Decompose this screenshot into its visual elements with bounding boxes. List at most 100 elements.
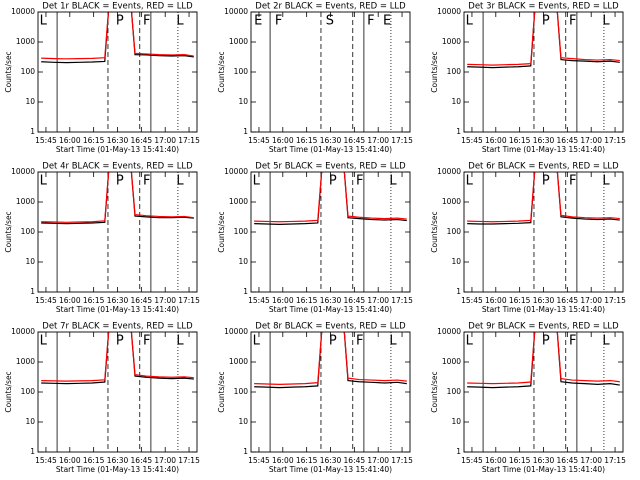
y-axis-label: Counts/sec	[4, 371, 13, 412]
series-line	[254, 332, 407, 385]
x-tick-label: 16:30	[107, 456, 129, 465]
annotation: L	[40, 14, 48, 29]
x-tick-label: 17:15	[391, 136, 413, 145]
x-tick-label: 17:15	[604, 296, 626, 305]
x-tick-label: 16:45	[344, 456, 366, 465]
y-tick-label: 10000	[11, 7, 35, 16]
annotation: L	[40, 174, 48, 189]
plot-frame	[37, 331, 198, 453]
y-tick-label: 10000	[11, 167, 35, 176]
x-tick-label: 15:45	[461, 136, 483, 145]
y-tick-label: 1	[456, 447, 461, 456]
y-tick-label: 10000	[224, 7, 248, 16]
y-tick-label: 100	[447, 227, 462, 236]
annotation: L	[602, 14, 610, 29]
x-axis-label: Start Time (01-May-13 15:41:40)	[269, 305, 392, 314]
annotation: P	[116, 14, 124, 29]
annotation: F	[143, 14, 150, 29]
annotation: E	[383, 14, 391, 29]
chart-title: Det 3r BLACK = Events, RED = LLD	[468, 2, 619, 12]
y-tick-label: 10	[25, 417, 35, 426]
x-tick-label: 16:15	[83, 296, 105, 305]
x-tick-label: 16:15	[83, 456, 105, 465]
y-tick-label: 10	[451, 257, 461, 266]
panel: Det 9r BLACK = Events, RED = LLD Start Ti…	[430, 322, 626, 475]
y-tick-label: 10	[25, 97, 35, 106]
annotation: P	[329, 334, 337, 349]
x-tick-label: 16:00	[59, 136, 81, 145]
x-tick-label: 16:00	[59, 296, 81, 305]
x-axis-label: Start Time (01-May-13 15:41:40)	[482, 145, 605, 154]
y-tick-label: 10	[451, 417, 461, 426]
x-axis-label: Start Time (01-May-13 15:41:40)	[482, 305, 605, 314]
x-tick-label: 16:30	[107, 296, 129, 305]
y-axis-label: Counts/sec	[4, 211, 13, 252]
y-tick-label: 1	[243, 287, 248, 296]
x-tick-label: 16:45	[557, 296, 579, 305]
plot-frame	[250, 331, 411, 453]
y-tick-label: 100	[447, 387, 462, 396]
y-tick-label: 10000	[437, 327, 461, 336]
annotation: L	[389, 174, 397, 189]
y-tick-label: 100	[234, 67, 249, 76]
plot-area	[41, 332, 194, 452]
chart-title: Det 1r BLACK = Events, RED = LLD	[42, 2, 193, 12]
annotation: P	[116, 174, 124, 189]
annotation: S	[326, 14, 334, 29]
annotation: L	[602, 174, 610, 189]
annotation: P	[542, 334, 550, 349]
series-line	[467, 332, 620, 385]
x-tick-label: 16:15	[296, 456, 318, 465]
annotation: L	[602, 334, 610, 349]
x-tick-label: 17:15	[391, 456, 413, 465]
annotation: L	[176, 174, 184, 189]
annotation: F	[569, 14, 576, 29]
x-tick-label: 16:00	[485, 456, 507, 465]
plot-frame	[463, 171, 624, 293]
x-tick-label: 16:15	[509, 456, 531, 465]
series-line	[41, 172, 194, 223]
x-tick-label: 17:00	[580, 456, 602, 465]
annotation: F	[356, 174, 363, 189]
annotation: F	[356, 334, 363, 349]
annotation: F	[143, 174, 150, 189]
x-tick-label: 16:00	[272, 136, 294, 145]
series-line	[41, 172, 194, 225]
annotation: P	[542, 174, 550, 189]
x-tick-label: 15:45	[248, 296, 270, 305]
annotation: F	[367, 14, 374, 29]
x-tick-label: 17:00	[580, 136, 602, 145]
y-tick-label: 1000	[442, 197, 461, 206]
x-tick-label: 16:15	[83, 136, 105, 145]
series-line	[41, 12, 194, 64]
series-line	[254, 332, 407, 389]
x-tick-label: 16:00	[59, 456, 81, 465]
plot-area	[467, 332, 620, 452]
x-tick-label: 15:45	[35, 136, 57, 145]
series-line	[467, 332, 620, 389]
y-tick-label: 1000	[442, 37, 461, 46]
x-tick-label: 17:15	[178, 296, 200, 305]
x-tick-label: 16:30	[533, 296, 555, 305]
x-tick-label: 16:45	[557, 456, 579, 465]
x-tick-label: 16:45	[131, 296, 153, 305]
y-tick-label: 1	[30, 447, 35, 456]
plot-frame	[250, 11, 411, 133]
x-tick-label: 15:45	[35, 296, 57, 305]
x-tick-label: 17:15	[604, 136, 626, 145]
y-tick-label: 1000	[16, 357, 35, 366]
y-tick-label: 1000	[442, 357, 461, 366]
panel: Det 8r BLACK = Events, RED = LLD Start Ti…	[217, 322, 413, 475]
x-tick-label: 16:00	[272, 456, 294, 465]
panel: Det 2r BLACK = Events, RED = LLD Start Ti…	[217, 2, 413, 155]
x-axis-label: Start Time (01-May-13 15:41:40)	[56, 465, 179, 474]
y-axis-label: Counts/sec	[217, 51, 226, 92]
x-tick-label: 17:00	[367, 456, 389, 465]
x-tick-label: 17:15	[178, 456, 200, 465]
chart-title: Det 7r BLACK = Events, RED = LLD	[42, 322, 193, 332]
plot-area	[467, 172, 620, 292]
x-axis-label: Start Time (01-May-13 15:41:40)	[269, 145, 392, 154]
x-tick-label: 17:15	[604, 456, 626, 465]
y-tick-label: 10	[238, 257, 248, 266]
